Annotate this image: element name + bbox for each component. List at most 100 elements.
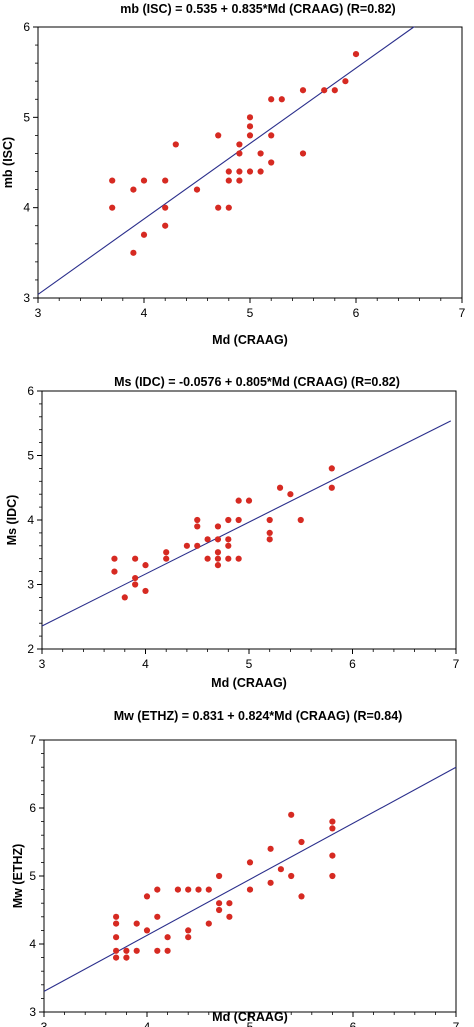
data-point [216, 900, 223, 907]
data-point [130, 186, 137, 193]
data-point [267, 845, 274, 852]
data-point [216, 872, 223, 880]
data-point [329, 852, 336, 859]
data-point [140, 177, 148, 184]
x-tick-label: 6 [353, 306, 360, 320]
y-tick-label: 6 [29, 801, 36, 815]
data-point [299, 150, 307, 157]
y-tick-label: 3 [23, 291, 30, 305]
data-point [214, 523, 222, 530]
x-tick-label: 7 [453, 1020, 460, 1027]
data-point [111, 568, 118, 575]
chart-title: Mw (ETHZ) = 0.831 + 0.824*Md (CRAAG) (R=… [114, 709, 403, 723]
data-point [342, 78, 349, 85]
data-point [143, 893, 151, 900]
data-point [123, 947, 130, 954]
data-point [236, 177, 243, 184]
x-tick-label: 3 [39, 657, 46, 671]
data-point [246, 168, 254, 175]
y-tick-label: 4 [29, 937, 36, 951]
data-point [245, 497, 253, 504]
data-point [214, 549, 222, 556]
data-point [321, 87, 328, 94]
data-point [235, 516, 242, 524]
data-point [278, 96, 285, 103]
y-tick-label: 4 [23, 201, 30, 215]
data-point [123, 954, 130, 961]
data-point [298, 838, 305, 846]
data-point [113, 920, 120, 927]
data-point [235, 497, 242, 504]
x-axis-label: Md (CRAAG) [212, 333, 288, 347]
y-axis-label: Ms (IDC) [5, 495, 19, 546]
data-point [277, 866, 284, 873]
data-point [288, 872, 295, 880]
data-point [132, 574, 139, 582]
data-point [329, 872, 336, 880]
plot-frame [41, 390, 457, 650]
data-point [225, 516, 232, 524]
data-point [214, 536, 222, 543]
data-point [121, 594, 128, 601]
data-point [113, 913, 120, 920]
scatter-panel-3: Mw (ETHZ) = 0.831 + 0.824*Md (CRAAG) (R=… [11, 709, 460, 1027]
data-point [268, 132, 275, 139]
data-point [154, 886, 161, 893]
data-point [225, 536, 232, 543]
chart-title: Ms (IDC) = -0.0576 + 0.805*Md (CRAAG) (R… [114, 375, 400, 389]
data-point [214, 562, 222, 569]
data-point [236, 168, 243, 175]
data-point [109, 204, 116, 211]
data-point [257, 168, 264, 175]
data-point [328, 465, 335, 472]
data-point [113, 954, 120, 961]
data-point [172, 141, 179, 148]
data-point [246, 123, 254, 130]
data-point [132, 555, 139, 562]
y-tick-label: 5 [27, 449, 34, 463]
data-point [205, 920, 212, 927]
x-tick-label: 4 [141, 306, 148, 320]
data-point [185, 934, 192, 941]
data-point [143, 927, 151, 934]
data-point [132, 581, 139, 588]
data-point [113, 947, 120, 954]
data-point [154, 913, 161, 920]
data-point [185, 886, 192, 893]
data-point [266, 536, 273, 543]
data-point [225, 177, 232, 184]
data-point [162, 204, 169, 211]
data-point [183, 542, 190, 549]
data-point [194, 516, 201, 524]
plot-frame [37, 26, 463, 299]
data-point [194, 523, 201, 530]
data-point [142, 587, 149, 595]
data-point [215, 204, 222, 211]
data-point [154, 947, 161, 954]
data-point [276, 484, 284, 491]
data-point [193, 186, 201, 193]
data-point [246, 859, 254, 866]
y-axis-label: Mw (ETHZ) [11, 844, 25, 909]
data-point [162, 177, 169, 184]
x-tick-label: 7 [459, 306, 466, 320]
data-point [236, 150, 243, 157]
regression-line [41, 420, 452, 627]
x-tick-label: 5 [246, 657, 253, 671]
data-point [266, 529, 273, 537]
data-point [328, 484, 335, 491]
data-point [225, 168, 232, 175]
data-point [163, 549, 170, 556]
data-point [164, 934, 171, 941]
data-point [195, 886, 202, 893]
data-point [225, 555, 232, 562]
y-tick-label: 7 [29, 733, 36, 747]
x-tick-label: 5 [247, 1020, 254, 1027]
data-point [246, 114, 254, 121]
data-point [235, 555, 242, 562]
data-point [329, 825, 336, 832]
scatter-panel-1: mb (ISC) = 0.535 + 0.835*Md (CRAAG) (R=0… [1, 2, 466, 347]
data-point [297, 516, 304, 524]
data-point [226, 913, 233, 920]
